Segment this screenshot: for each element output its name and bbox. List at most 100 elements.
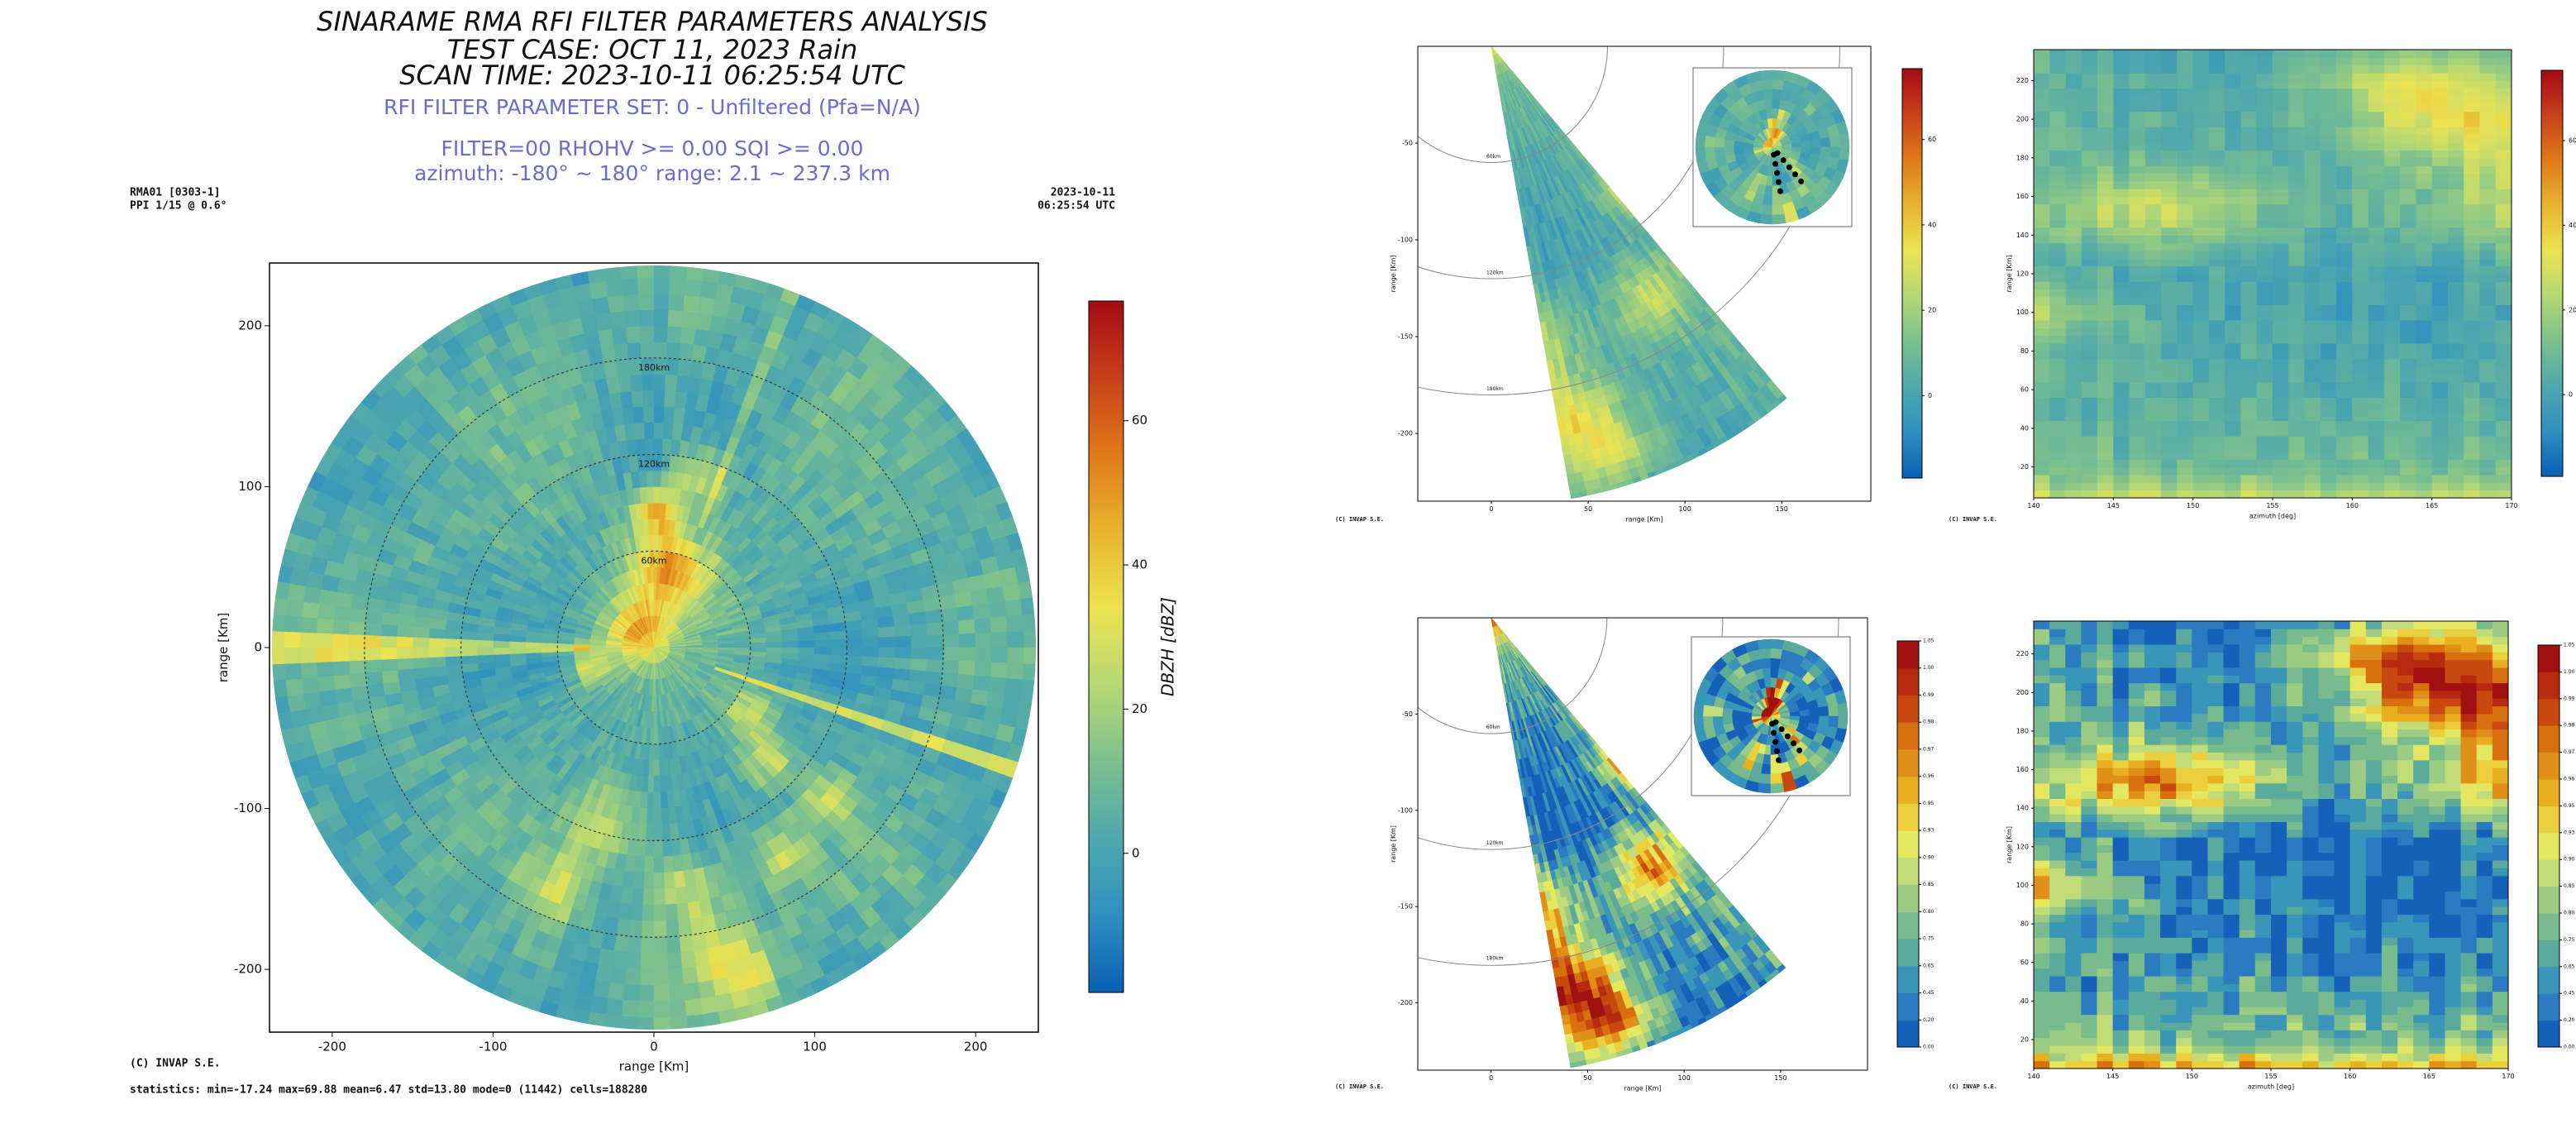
texture-cell <box>1567 474 1577 485</box>
texture-cell <box>638 294 654 310</box>
texture-cell <box>461 639 478 648</box>
texture-cell <box>287 694 305 712</box>
texture-cell <box>660 776 667 792</box>
texture-cell <box>654 342 667 358</box>
texture-cell <box>302 677 319 694</box>
texture-cell <box>925 610 942 624</box>
scan-info: PPI 1/15 @ 0.6° <box>130 200 227 213</box>
texture-cell <box>942 660 959 674</box>
texture-cell <box>846 620 863 631</box>
texture-cell <box>680 935 694 952</box>
texture-cell <box>610 967 626 984</box>
texture-cell <box>397 625 413 637</box>
texture-cell <box>666 342 680 359</box>
texture-cell <box>639 309 654 326</box>
texture-cell <box>647 486 655 503</box>
texture-cell <box>300 648 317 663</box>
texture-cell <box>365 648 381 660</box>
texture-cell <box>317 662 334 677</box>
texture-cell <box>682 311 698 328</box>
texture-cell <box>397 648 413 659</box>
texture-cell <box>1569 483 1579 494</box>
texture-cell <box>509 648 526 654</box>
texture-cell <box>317 676 335 691</box>
texture-cell <box>647 777 654 793</box>
texture-cell <box>661 824 670 840</box>
page: SINARAME RMA RFI FILTER PARAMETERS ANALY… <box>0 0 2576 1138</box>
texture-cell <box>670 1000 686 1017</box>
texture-cell <box>509 653 526 661</box>
texture-cell <box>847 629 863 639</box>
texture-cell <box>284 648 301 664</box>
y-tick-label: -100 <box>234 801 262 815</box>
texture-cell <box>654 857 664 873</box>
texture-cell <box>648 519 654 535</box>
colorbar <box>1089 301 1123 992</box>
texture-cell <box>1023 614 1036 632</box>
texture-cell <box>638 985 654 1002</box>
texture-cell <box>644 423 654 439</box>
texture-cell <box>643 873 654 889</box>
texture-cell <box>607 376 621 394</box>
texture-cell <box>685 998 702 1016</box>
y-tick-label: -200 <box>234 962 262 977</box>
texture-cell <box>654 777 661 793</box>
texture-cell <box>678 359 692 376</box>
texture-cell <box>350 608 367 623</box>
texture-cell <box>670 278 686 295</box>
texture-cell <box>461 648 478 656</box>
texture-cell <box>632 888 643 905</box>
texture-cell <box>665 375 678 391</box>
texture-cell <box>958 661 976 676</box>
texture-cell <box>1562 446 1571 457</box>
texture-cell <box>674 871 685 888</box>
texture-cell <box>654 309 669 326</box>
texture-cell <box>680 951 696 968</box>
texture-cell <box>349 621 365 635</box>
texture-cell <box>624 423 636 441</box>
texture-cell <box>593 297 610 315</box>
y-tick-label: 0 <box>254 640 262 655</box>
texture-cell <box>1008 632 1024 648</box>
texture-cell <box>461 655 478 664</box>
texture-cell <box>588 269 606 283</box>
texture-cell <box>684 983 700 1000</box>
texture-cell <box>799 641 815 648</box>
texture-cell <box>654 760 660 777</box>
texture-cell <box>494 654 510 662</box>
texture-cell <box>640 326 654 342</box>
texture-cell <box>654 294 670 310</box>
texture-cell <box>654 503 661 519</box>
texture-cell <box>986 691 1004 709</box>
texture-cell <box>365 672 383 686</box>
texture-cell <box>665 390 676 407</box>
texture-cell <box>659 760 665 777</box>
texture-cell <box>654 840 663 857</box>
texture-cell <box>831 648 847 656</box>
y-tick-label: 200 <box>238 318 262 332</box>
subtitle: RFI FILTER PARAMETER SET: 0 - Unfiltered… <box>384 95 921 119</box>
texture-cell <box>332 661 350 676</box>
range-ring-label: 60km <box>1486 154 1500 160</box>
texture-cell <box>633 406 645 423</box>
texture-cell <box>608 983 624 1000</box>
texture-cell <box>365 610 383 624</box>
texture-cell <box>381 659 398 672</box>
range-ring-label: 60km <box>641 555 666 566</box>
texture-cell <box>630 904 642 920</box>
texture-cell <box>927 648 943 660</box>
texture-cell <box>636 438 646 455</box>
texture-cell <box>638 278 655 294</box>
texture-cell <box>380 648 397 659</box>
texture-cell <box>646 808 654 825</box>
texture-cell <box>493 641 509 648</box>
texture-cell <box>957 674 975 690</box>
texture-cell <box>975 618 992 634</box>
plot-area: 60km120km180km <box>1143 0 1852 499</box>
texture-cell <box>1021 680 1034 697</box>
texture-cell <box>430 666 447 677</box>
colorbar-tick-label: 40 <box>1132 557 1147 572</box>
texture-cell <box>702 269 720 283</box>
texture-cell <box>641 342 654 358</box>
texture-cell <box>285 678 303 696</box>
